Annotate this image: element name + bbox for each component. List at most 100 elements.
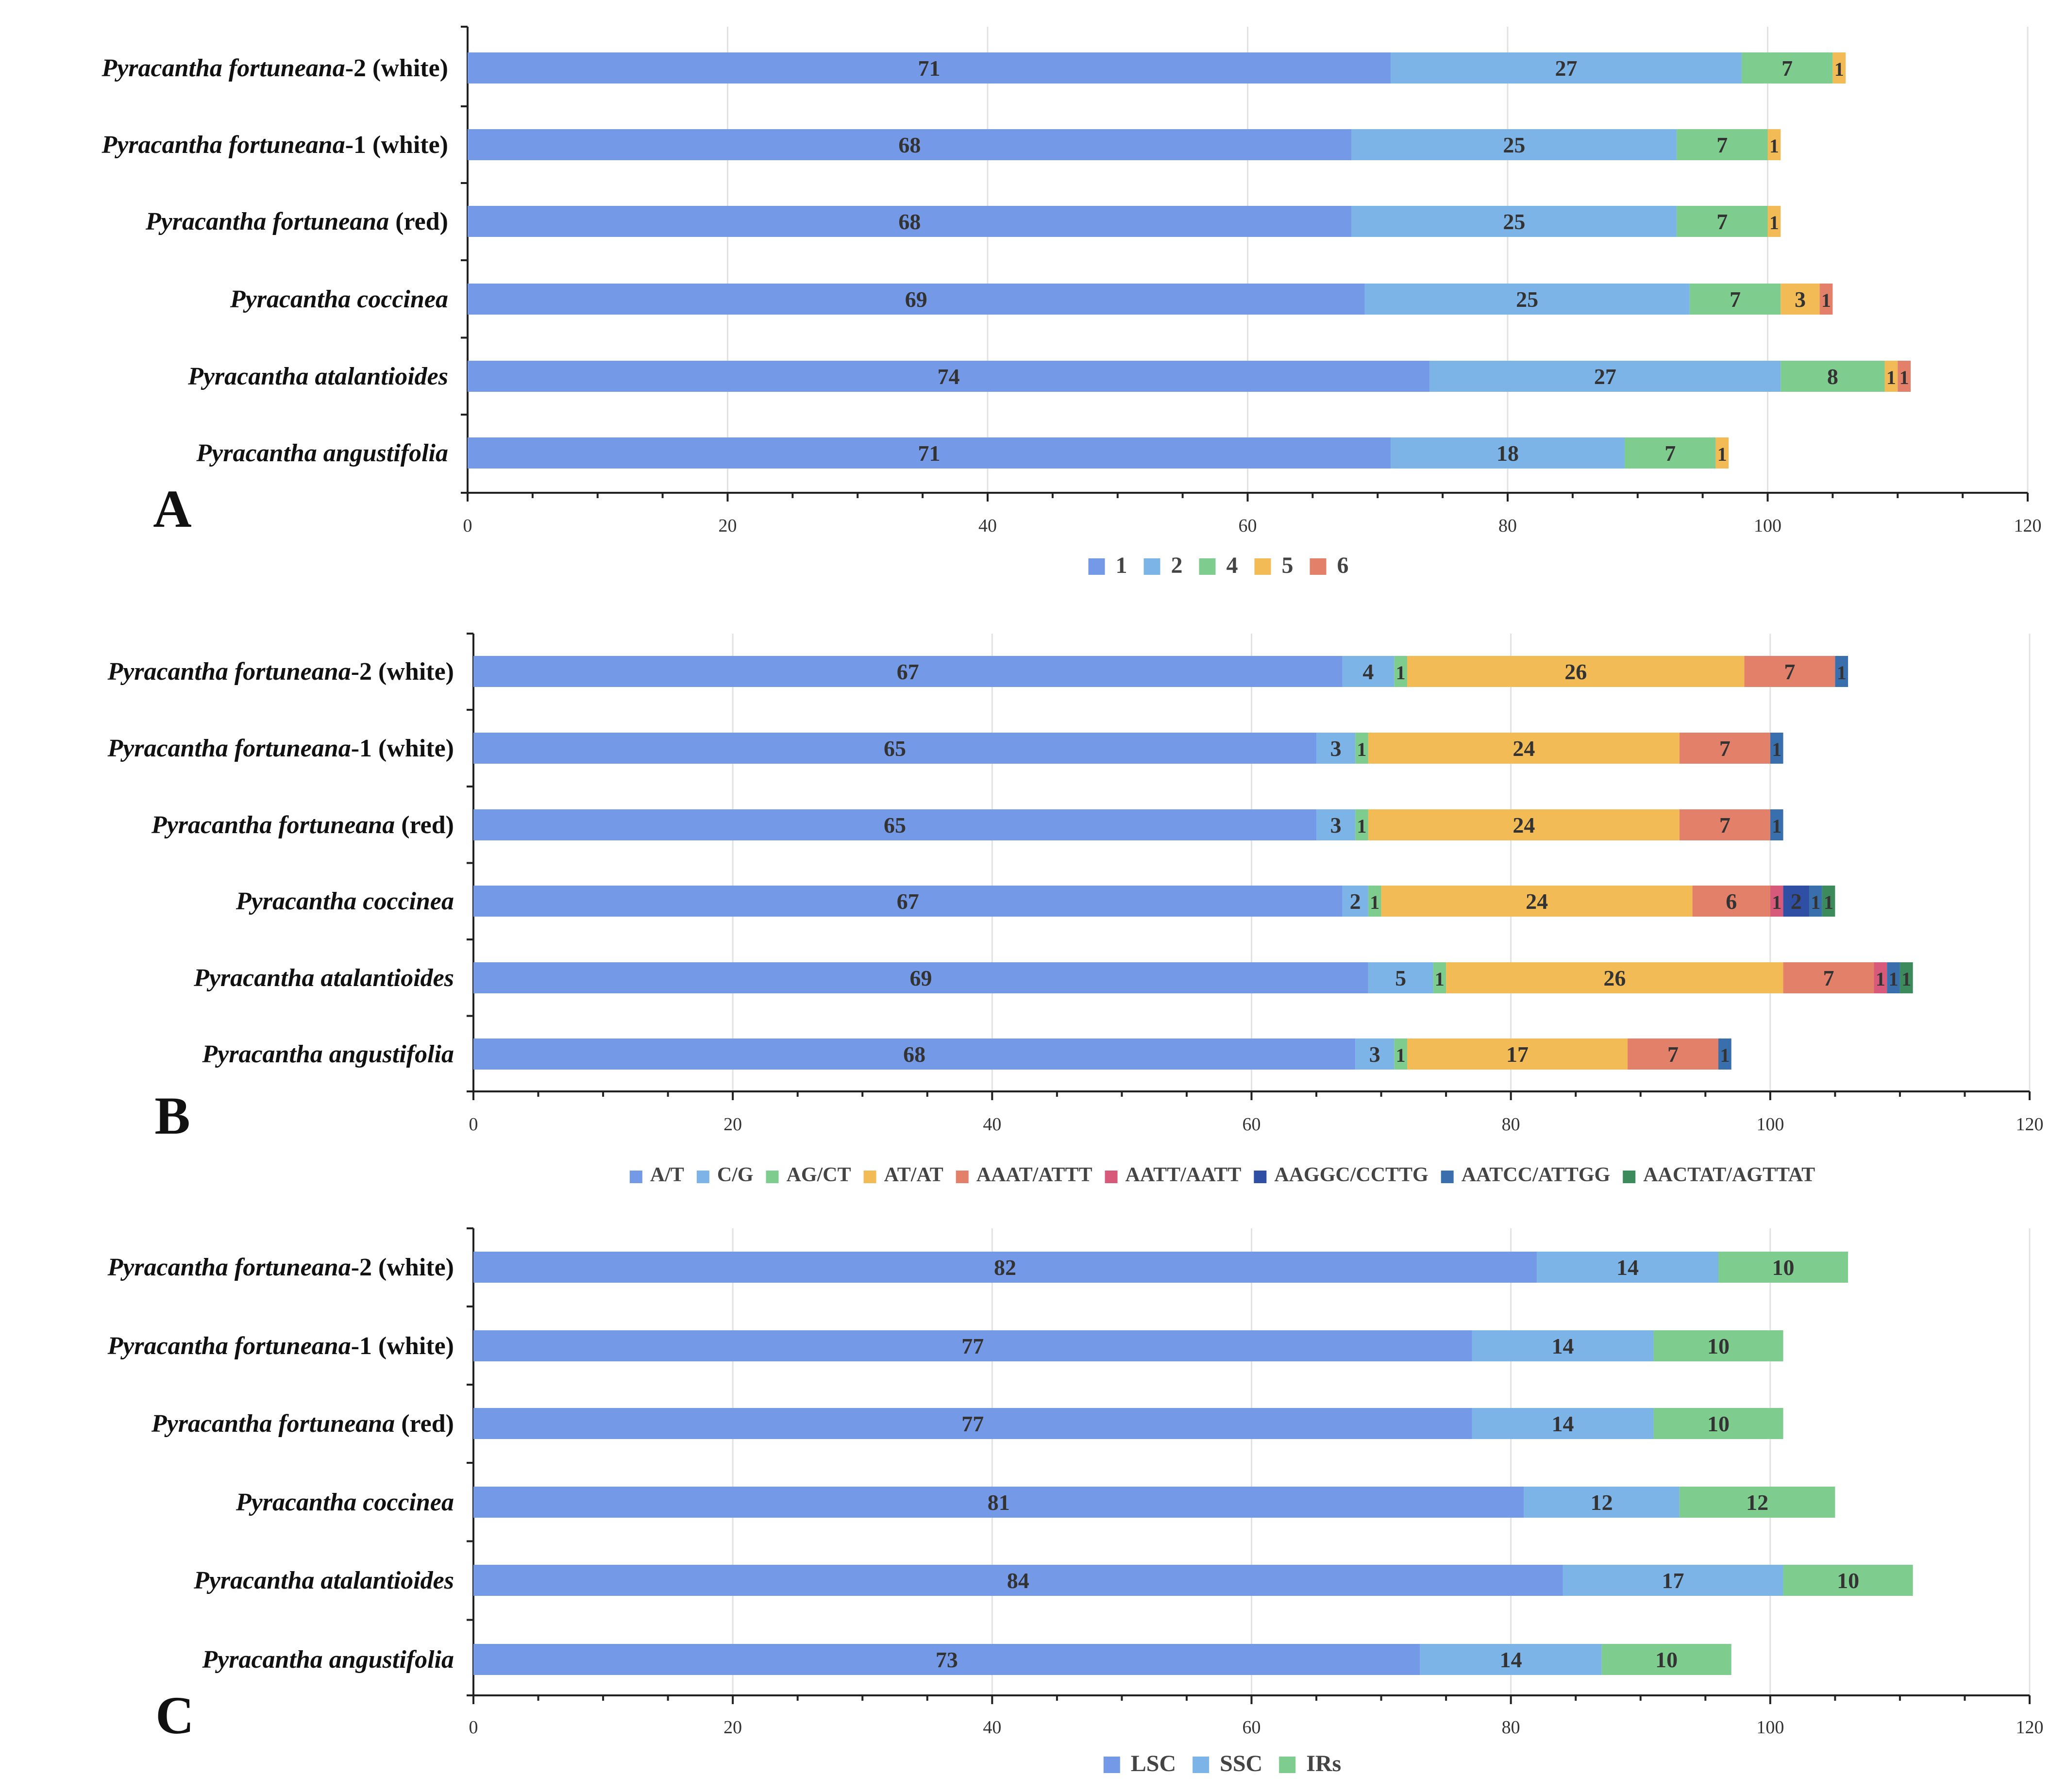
data-label: 1 [1889,968,1899,990]
data-label: 7 [1719,813,1731,837]
data-label: 77 [961,1334,984,1358]
bar-segment [1677,206,1768,237]
x-tick-label: 120 [2016,1114,2044,1135]
bar-segment [473,886,1343,917]
bar-segment [473,1408,1472,1439]
panel-letter: C [155,1686,194,1745]
x-tick-label: 0 [469,1114,478,1135]
bar-segment [1770,886,1783,917]
bar-segment [1601,1644,1731,1675]
x-tick-label: 80 [1502,1114,1520,1135]
data-label: 7 [1823,966,1834,990]
bar-segment [1394,1038,1407,1070]
legend-swatch [1441,1171,1454,1183]
legend-swatch [1199,558,1216,575]
bar-segment [1718,1038,1731,1070]
bar-segment [1342,656,1395,687]
legend-label: 2 [1171,553,1183,578]
category-suffix: (red) [389,208,448,235]
data-label: 71 [918,441,941,466]
legend-label: AATT/AATT [1126,1164,1242,1186]
legend-swatch [696,1171,709,1183]
data-label: 26 [1603,966,1626,990]
data-label: 10 [1707,1411,1730,1436]
x-tick-label: 80 [1498,516,1517,536]
data-label: 2 [1350,889,1361,914]
data-label: 12 [1591,1490,1613,1515]
data-label: 3 [1330,813,1342,837]
bar-segment [473,1038,1356,1070]
legend-label: SSC [1220,1751,1262,1776]
data-label: 6 [1726,889,1737,914]
data-label: 1 [1396,1044,1406,1066]
bar-segment [1368,886,1381,917]
data-label: 7 [1664,441,1676,466]
category-name: Pyracantha atalantioides [187,363,448,390]
bar-segment [1407,656,1745,687]
bar-segment [1689,284,1781,315]
x-tick-label: 100 [1756,1717,1784,1738]
x-tick-label: 40 [983,1114,1001,1135]
data-label: 7 [1716,209,1728,234]
category-label: Pyracantha fortuneana-2 (white) [107,1254,454,1281]
category-label: Pyracantha angustifolia [196,439,448,467]
panel-letter: A [153,479,191,538]
data-label: 24 [1526,889,1548,914]
data-label: 1 [1357,738,1367,760]
data-label: 7 [1784,659,1795,684]
data-label: 14 [1552,1411,1574,1436]
bar-segment [1368,733,1680,764]
bar-segment [1537,1252,1718,1283]
category-label: Pyracantha fortuneana (red) [151,811,454,839]
bar-segment [1342,886,1368,917]
data-label: 68 [898,209,921,234]
data-label: 26 [1564,659,1587,684]
bar-segment [1899,962,1913,993]
category-name: Pyracantha fortuneana [151,1410,395,1438]
legend-swatch [863,1171,876,1183]
x-tick-label: 0 [469,1717,478,1738]
bar-segment [1391,52,1742,84]
legend-swatch [1254,558,1271,575]
bar-segment [1472,1330,1654,1361]
bar-segment [1884,361,1898,392]
bar-segment [1394,656,1407,687]
bar-segment [1744,656,1835,687]
data-label: 8 [1827,364,1838,389]
bar-segment [1368,962,1433,993]
category-name: Pyracantha fortuneana [107,658,351,686]
data-label: 69 [905,287,927,312]
bar-segment [468,52,1391,84]
bar-segment [473,733,1317,764]
legend-label: AAGGC/CCTTG [1274,1164,1428,1186]
legend-swatch [1193,1757,1210,1773]
bar-segment [1624,437,1716,469]
category-name: Pyracantha coccinea [230,285,448,313]
data-label: 17 [1662,1568,1684,1593]
data-label: 3 [1795,287,1806,312]
legend-label: AG/CT [787,1164,851,1186]
x-tick-label: 40 [978,516,997,536]
legend-label: 4 [1227,553,1238,578]
x-tick-label: 60 [1243,1114,1261,1135]
bar-segment [1832,52,1846,84]
legend-label: AATCC/ATTGG [1462,1164,1610,1186]
data-label: 77 [961,1411,984,1436]
category-suffix: (red) [395,1410,454,1438]
data-label: 81 [988,1490,1010,1515]
bar-segment [1783,1565,1913,1596]
legend-swatch [1105,1171,1118,1183]
bar-segment [1355,1038,1395,1070]
data-label: 1 [1824,891,1833,913]
category-suffix: -2 (white) [351,1254,454,1281]
bar-segment [473,1487,1524,1518]
category-label: Pyracantha fortuneana-1 (white) [107,1332,454,1360]
bar-segment [1835,656,1849,687]
legend: A/T C/G AG/CT AT/AT AAAT/ATTT AATT/AATT AAGGC/… [629,1164,1815,1186]
bar-segment [473,962,1368,993]
category-name: Pyracantha angustifolia [202,1040,454,1068]
data-label: 24 [1512,813,1535,837]
data-label: 4 [1362,659,1374,684]
